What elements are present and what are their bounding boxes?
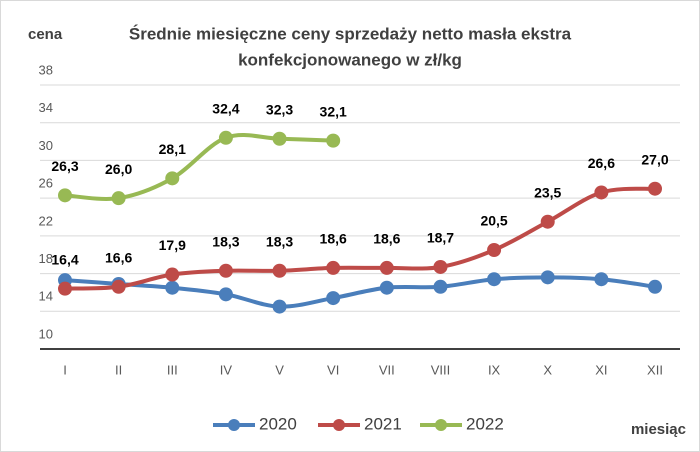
data-point [58, 281, 72, 296]
data-point [111, 191, 126, 206]
data-point [379, 280, 394, 295]
data-point [272, 299, 287, 314]
data-label: 18,7 [427, 230, 454, 246]
data-point [433, 279, 448, 294]
chart-title: konfekcjonowanego w zł/kg [238, 50, 462, 69]
y-tick-label: 22 [39, 213, 53, 228]
legend-swatch [228, 419, 240, 431]
data-point [433, 259, 448, 274]
data-label: 28,1 [159, 141, 186, 157]
data-point [272, 131, 287, 146]
data-label: 16,6 [105, 249, 132, 265]
data-point [218, 263, 233, 278]
data-label: 26,6 [588, 155, 615, 171]
y-tick-label: 34 [39, 100, 53, 115]
y-axis-label: cena [28, 26, 63, 43]
x-tick-label: XI [595, 362, 607, 377]
data-label: 20,5 [480, 213, 507, 229]
data-point [540, 214, 555, 229]
data-point [594, 272, 609, 287]
x-tick-label: X [543, 362, 552, 377]
y-tick-label: 18 [39, 251, 53, 266]
y-tick-label: 30 [39, 138, 53, 153]
data-label: 18,6 [373, 231, 400, 247]
x-tick-label: XII [647, 362, 663, 377]
y-tick-label: 38 [39, 62, 53, 77]
data-point [218, 130, 233, 145]
data-point [648, 181, 662, 196]
data-point [58, 188, 72, 203]
x-tick-label: IV [220, 362, 233, 377]
chart-title: Średnie miesięczne ceny sprzedaży netto … [129, 24, 572, 43]
data-label: 23,5 [534, 184, 561, 200]
data-point [165, 267, 180, 282]
data-label: 26,0 [105, 161, 132, 177]
data-label: 32,4 [212, 101, 239, 117]
data-label: 17,9 [159, 237, 186, 253]
data-point [272, 263, 287, 278]
y-tick-label: 14 [39, 289, 53, 304]
x-tick-label: II [115, 362, 122, 377]
data-label: 18,3 [212, 233, 239, 249]
data-point [326, 260, 341, 275]
x-tick-label: VIII [431, 362, 451, 377]
data-label: 32,3 [266, 101, 293, 117]
data-label: 32,1 [320, 103, 347, 119]
data-point [648, 279, 662, 294]
data-point [111, 279, 126, 294]
data-point [218, 287, 233, 302]
x-axis-label: miesiąc [631, 421, 686, 438]
data-point [326, 291, 341, 306]
data-point [487, 243, 502, 257]
x-tick-label: III [167, 362, 178, 377]
data-label: 26,3 [51, 158, 78, 174]
legend-label: 2020 [259, 414, 297, 433]
x-tick-label: VII [379, 362, 395, 377]
data-label: 27,0 [641, 151, 668, 167]
data-point [594, 185, 609, 200]
data-point [326, 133, 341, 148]
x-tick-label: VI [327, 362, 339, 377]
legend-label: 2022 [466, 414, 504, 433]
data-point [165, 171, 180, 186]
legend-label: 2021 [364, 414, 402, 433]
data-point [165, 280, 180, 295]
data-point [379, 260, 394, 275]
x-tick-label: IX [488, 362, 501, 377]
data-point [487, 272, 502, 287]
y-tick-label: 26 [39, 176, 53, 191]
data-point [540, 270, 555, 285]
y-tick-label: 10 [39, 326, 53, 341]
x-tick-label: V [275, 362, 284, 377]
data-label: 16,4 [51, 251, 78, 267]
x-tick-label: I [63, 362, 67, 377]
legend-swatch [435, 419, 447, 431]
legend-swatch [333, 419, 345, 431]
data-label: 18,6 [320, 231, 347, 247]
data-label: 18,3 [266, 233, 293, 249]
